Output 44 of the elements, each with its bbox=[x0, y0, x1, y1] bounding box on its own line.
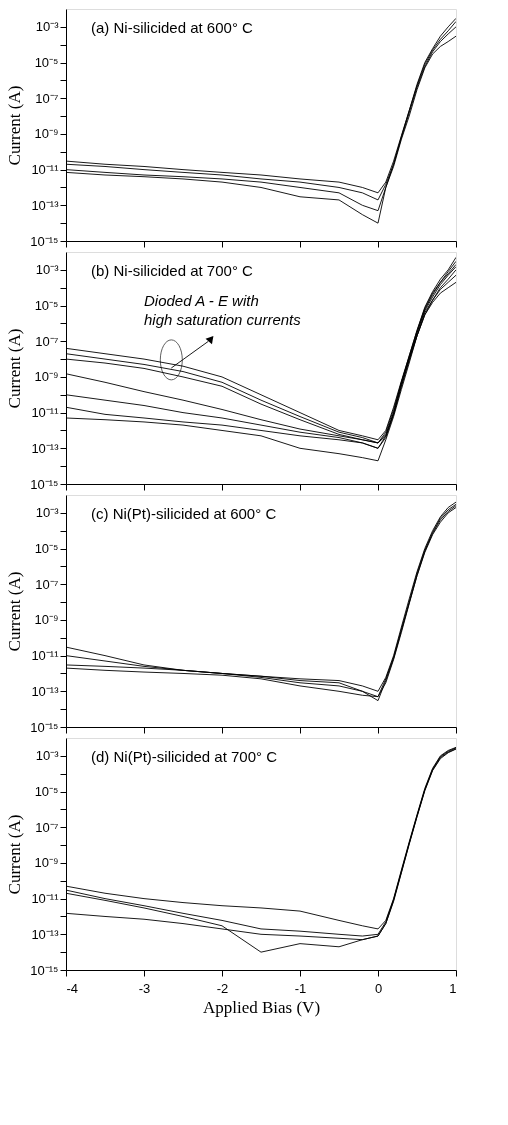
x-tick-label: 1 bbox=[449, 980, 457, 996]
y-tick-label: 10⁻⁷ bbox=[35, 90, 59, 106]
y-tick-label: 10⁻¹⁵ bbox=[30, 962, 59, 978]
y-tick-label: 10⁻¹¹ bbox=[31, 405, 60, 421]
y-tick-label: 10⁻⁹ bbox=[34, 369, 59, 385]
y-tick-label: 10⁻¹³ bbox=[31, 683, 60, 699]
x-tick-label: -4 bbox=[66, 980, 79, 996]
y-tick-label: 10⁻³ bbox=[35, 19, 60, 35]
x-tick-label: -1 bbox=[294, 980, 307, 996]
y-tick-label: 10⁻⁷ bbox=[35, 576, 59, 592]
y-tick-label: 10⁻¹⁵ bbox=[30, 719, 59, 735]
y-tick-label: 10⁻¹³ bbox=[31, 197, 60, 213]
y-tick-label: 10⁻¹¹ bbox=[31, 891, 60, 907]
y-axis-title: Current (A) bbox=[5, 85, 25, 166]
text: (c) Ni(Pt)-silicided at 600° C bbox=[91, 505, 277, 522]
y-tick-label: 10⁻⁹ bbox=[34, 855, 59, 871]
y-tick-label: 10⁻⁵ bbox=[34, 55, 59, 71]
y-tick-label: 10⁻³ bbox=[35, 748, 60, 764]
y-tick-label: 10⁻³ bbox=[35, 262, 60, 278]
y-tick-label: 10⁻⁷ bbox=[35, 819, 59, 835]
x-tick-label: -3 bbox=[138, 980, 151, 996]
text: (d) Ni(Pt)-silicided at 700° C bbox=[91, 748, 278, 765]
y-tick-label: 10⁻¹³ bbox=[31, 440, 60, 456]
y-tick-label: 10⁻¹¹ bbox=[31, 162, 60, 178]
y-tick-label: 10⁻¹⁵ bbox=[30, 476, 59, 492]
y-tick-label: 10⁻⁵ bbox=[34, 298, 59, 314]
y-tick-label: 10⁻⁹ bbox=[34, 126, 59, 142]
y-tick-label: 10⁻⁹ bbox=[34, 612, 59, 628]
x-tick-label: -2 bbox=[216, 980, 229, 996]
annotation: Dioded A - E with high saturation currents bbox=[144, 291, 302, 328]
y-tick-label: 10⁻⁵ bbox=[34, 541, 59, 557]
x-axis-title: Applied Bias (V) bbox=[202, 997, 321, 1017]
y-tick-label: 10⁻¹⁵ bbox=[30, 233, 59, 249]
y-axis-title: Current (A) bbox=[5, 328, 25, 409]
y-tick-label: 10⁻³ bbox=[35, 505, 60, 521]
y-tick-label: 10⁻¹³ bbox=[31, 926, 60, 942]
y-tick-label: 10⁻⁷ bbox=[35, 333, 59, 349]
text: (a) Ni-silicided at 600° C bbox=[91, 19, 254, 36]
y-tick-label: 10⁻⁵ bbox=[34, 784, 59, 800]
y-tick-label: 10⁻¹¹ bbox=[31, 648, 60, 664]
text: (b) Ni-silicided at 700° C bbox=[91, 262, 254, 279]
y-axis-title: Current (A) bbox=[5, 814, 25, 895]
y-axis-title: Current (A) bbox=[5, 571, 25, 652]
x-tick-label: 0 bbox=[374, 980, 383, 996]
